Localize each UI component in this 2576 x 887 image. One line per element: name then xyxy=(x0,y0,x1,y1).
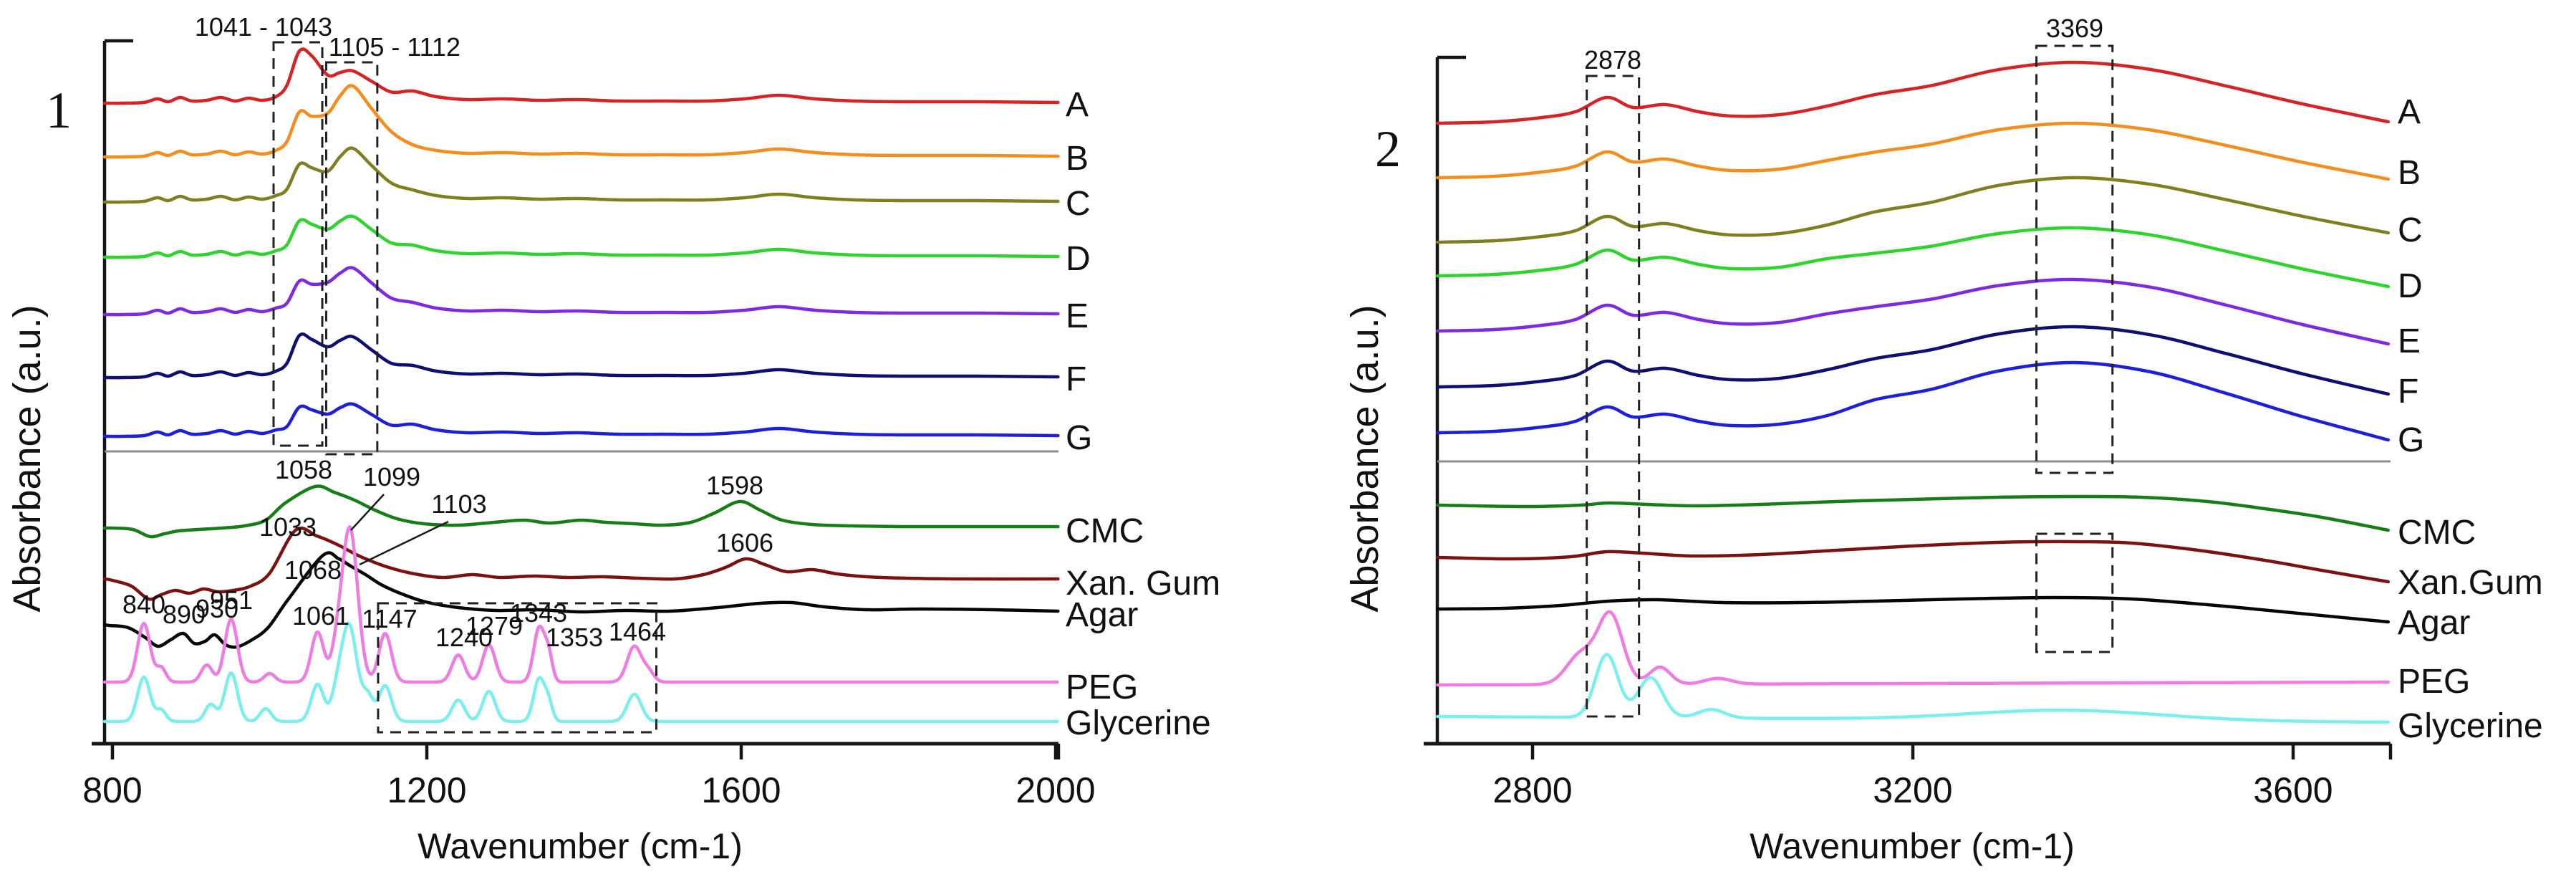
panel1-curve-PEG xyxy=(102,524,1059,684)
panel2-curve-label-G: G xyxy=(2398,421,2424,459)
panel2-curve-label-F: F xyxy=(2398,373,2418,411)
panel1-peak-label-890: 890 xyxy=(163,600,206,629)
panel2-box-3369-lower xyxy=(2035,532,2114,653)
panel1-curve-label-F: F xyxy=(1066,360,1086,398)
panel1-peak-label-930: 930 xyxy=(196,594,238,623)
panel1-peak-label-1147: 1147 xyxy=(362,604,417,633)
panel1-curve-label-G: G xyxy=(1066,419,1092,457)
panel1-curve-A xyxy=(102,47,1060,105)
panel2-curve-label-Xan-Gum: Xan.Gum xyxy=(2398,564,2543,602)
panel2-curve-B xyxy=(1436,121,2391,181)
panel1-peak-leader-1103 xyxy=(359,520,449,566)
panel1-peak-leader-1099 xyxy=(350,494,385,531)
panel1-curve-E xyxy=(102,266,1060,317)
panel1-curve-label-C: C xyxy=(1066,185,1091,223)
panel2-ylabel: Absorbance (a.u.) xyxy=(1344,305,1386,612)
panel1-curve-label-PEG: PEG xyxy=(1066,668,1138,706)
panel2-box-2878 xyxy=(1586,75,1641,718)
panel1-peak-label-1099: 1099 xyxy=(363,462,420,492)
panel1-curve-Xan-Gum xyxy=(102,526,1060,601)
panel2-x-ticklabel-3200: 3200 xyxy=(1873,770,1952,810)
panel2-curve-label-CMC: CMC xyxy=(2398,514,2476,552)
panel2-x-ticklabel-2800: 2800 xyxy=(1492,770,1572,810)
panel2-curve-label-C: C xyxy=(2398,211,2423,249)
panel2-number: 2 xyxy=(1375,120,1401,178)
panel1-curve-G xyxy=(102,402,1060,438)
panel1-x-ticklabel-800: 800 xyxy=(82,770,142,810)
panel1-box-1041-1043 xyxy=(272,41,324,447)
panel2-curve-C xyxy=(1436,176,2391,244)
panel1-curve-label-E: E xyxy=(1066,297,1089,335)
panel2-xlabel: Wavenumber (cm-1) xyxy=(1750,826,2075,866)
panel1-peak-label-1033: 1033 xyxy=(259,512,317,542)
panel1-curve-CMC xyxy=(102,484,1060,539)
panel1-curve-label-CMC: CMC xyxy=(1066,512,1144,550)
panel1-xlabel: Wavenumber (cm-1) xyxy=(418,826,743,866)
panel1-curve-label-A: A xyxy=(1066,86,1089,124)
panel2-curve-PEG xyxy=(1436,610,2391,687)
panel1-peak-label-1058: 1058 xyxy=(275,455,332,484)
panel1-peak-label-1343: 1343 xyxy=(510,598,567,628)
panel1-peak-label-840: 840 xyxy=(122,590,165,619)
panel2-curve-Xan-Gum xyxy=(1436,540,2391,584)
panel1-box-peg-gly-region xyxy=(377,602,657,734)
panel1-curve-Glycerine xyxy=(102,621,1059,724)
panel2-curve-label-PEG: PEG xyxy=(2398,663,2470,701)
panel1-curve-B xyxy=(102,84,1060,159)
panel1-curve-F xyxy=(102,332,1060,380)
panel1-peak-label-1598: 1598 xyxy=(706,471,763,500)
panel1-peak-label-951: 951 xyxy=(210,585,253,615)
panel1-x-ticklabel-2000: 2000 xyxy=(1016,770,1095,810)
panel2-curve-G xyxy=(1436,360,2391,442)
panel1-curve-label-Agar: Agar xyxy=(1066,596,1138,634)
panel2-curve-label-D: D xyxy=(2398,267,2423,305)
panel1-x-ticklabel-1600: 1600 xyxy=(701,770,781,810)
panel1-peak-label-1353: 1353 xyxy=(546,623,603,652)
panel1-peak-label-1464: 1464 xyxy=(609,617,666,646)
panel1-x-ticklabel-1200: 1200 xyxy=(387,770,466,810)
panel1-peak-label-1240: 1240 xyxy=(435,623,493,652)
panel2-curve-CMC xyxy=(1436,494,2391,532)
panel1-ylabel: Absorbance (a.u.) xyxy=(6,305,49,612)
panel2-x-ticklabel-3600: 3600 xyxy=(2253,770,2333,810)
panel2-box-3369-upper xyxy=(2035,44,2114,474)
panel2-curve-label-Agar: Agar xyxy=(2398,604,2470,642)
panel2-curve-D xyxy=(1436,226,2391,289)
panel2-range-label-2878: 2878 xyxy=(1584,45,1641,75)
panel1-curve-label-Xan-Gum: Xan. Gum xyxy=(1066,565,1220,603)
panel1-curve-label-B: B xyxy=(1066,140,1089,178)
panel1-curve-C xyxy=(102,146,1060,204)
panel1-box-1105-1112 xyxy=(325,61,379,456)
panel1-peak-label-1068: 1068 xyxy=(284,555,342,585)
panel1-peak-label-1103: 1103 xyxy=(431,489,486,519)
panel1-range-label-1105-1112: 1105 - 1112 xyxy=(329,32,460,62)
panel1-range-label-1041-1043: 1041 - 1043 xyxy=(195,12,332,42)
panel-2: 2800 3200 3600 Wavenumber (cm-1) Absorbance … xyxy=(1344,14,2543,866)
panel1-curve-Agar xyxy=(102,551,1060,649)
panel1-peak-label-1606: 1606 xyxy=(716,528,773,557)
panel2-curve-F xyxy=(1436,325,2391,396)
panel1-curve-label-Glycerine: Glycerine xyxy=(1066,704,1211,742)
panel2-curve-E xyxy=(1436,277,2391,346)
panel1-peak-label-1279: 1279 xyxy=(465,611,523,641)
panel2-curve-Agar xyxy=(1436,595,2391,624)
panel1-peak-label-1061: 1061 xyxy=(292,601,349,631)
panel1-curve-label-D: D xyxy=(1066,240,1091,278)
panel2-curve-label-Glycerine: Glycerine xyxy=(2398,707,2543,745)
panel2-curve-label-B: B xyxy=(2398,154,2421,192)
panel2-range-label-3369: 3369 xyxy=(2046,14,2103,43)
panel1-curve-D xyxy=(102,214,1060,259)
panel2-curve-label-A: A xyxy=(2398,93,2421,131)
panel2-curve-label-E: E xyxy=(2398,322,2421,360)
panel2-curve-Glycerine xyxy=(1436,653,2391,724)
panel1-number: 1 xyxy=(46,82,72,139)
panel-1: 800 1200 1600 2000 Wavenumber (cm-1) Absorban… xyxy=(6,12,1220,866)
panel2-curve-A xyxy=(1436,60,2391,125)
